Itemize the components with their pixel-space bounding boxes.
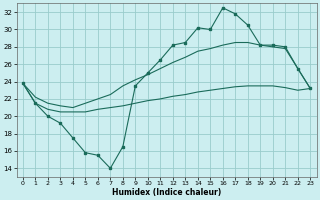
X-axis label: Humidex (Indice chaleur): Humidex (Indice chaleur) <box>112 188 221 197</box>
